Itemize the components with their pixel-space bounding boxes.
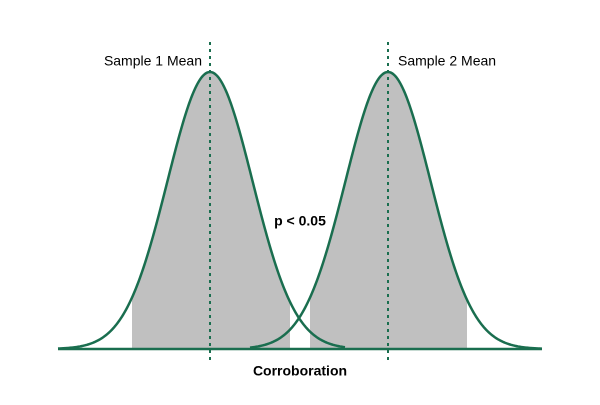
curve xyxy=(249,70,543,350)
mean-label: Sample 2 Mean xyxy=(398,53,496,69)
curves xyxy=(57,70,543,350)
mean-label: Sample 1 Mean xyxy=(104,53,202,69)
curve xyxy=(57,70,346,350)
axis-label: Corroboration xyxy=(253,363,347,379)
significance-label: p < 0.05 xyxy=(274,213,326,229)
